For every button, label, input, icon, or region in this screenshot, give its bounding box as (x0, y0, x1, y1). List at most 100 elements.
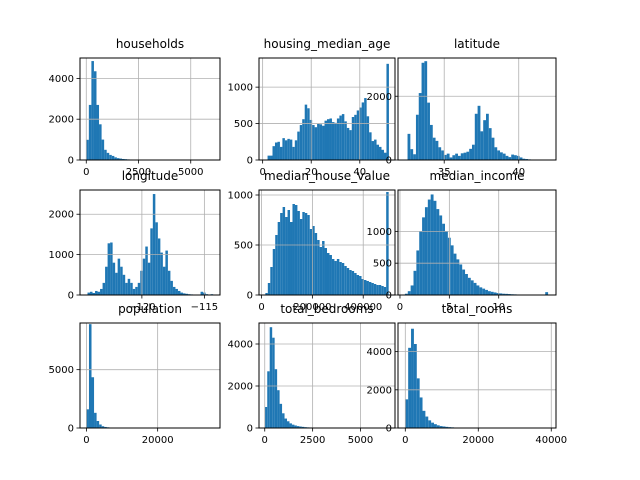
y-tick-label: 4000 (367, 347, 392, 358)
x-tick-label: 10 (492, 302, 505, 313)
histogram-bar (289, 423, 292, 428)
histogram-bar (491, 137, 495, 160)
histogram-bar (514, 155, 517, 160)
y-tick-label: 0 (247, 291, 253, 302)
histogram-bar (371, 283, 374, 295)
panel-median_house_value: 0 200000 400000 0 500 1000 median_house_value (228, 169, 396, 313)
x-tick-label: 35 (438, 167, 451, 178)
histogram-bar (299, 125, 303, 160)
histogram-bar (477, 105, 481, 160)
y-tick-label: 1000 (228, 191, 253, 202)
x-tick-label: 40000 (535, 435, 567, 446)
histogram-bar (511, 154, 515, 160)
histogram-bar (285, 217, 288, 295)
histogram-bar (95, 290, 98, 295)
axes-frame (258, 57, 396, 161)
histogram-bar (282, 413, 285, 428)
histogram-bar (516, 155, 520, 160)
histogram-bar (490, 291, 494, 295)
histogram-bar (99, 424, 102, 428)
histogram-bar (424, 207, 428, 295)
axes-frame (79, 189, 221, 296)
histogram-bar (317, 123, 320, 160)
histogram-bar (96, 104, 100, 160)
histogram-bar (336, 118, 340, 160)
panel-title: median_income (430, 169, 525, 183)
y-tick-label: 1000 (367, 227, 392, 238)
histogram-bar (465, 274, 468, 295)
histogram-bar (431, 422, 434, 428)
panel-title: latitude (454, 37, 500, 51)
panel-title: median_house_value (264, 169, 390, 183)
histogram-bar (349, 270, 352, 295)
histogram-bar (90, 291, 93, 295)
histogram-bar (368, 282, 372, 295)
histogram-bar (290, 222, 293, 295)
panel-title: total_rooms (442, 302, 513, 316)
x-tick-label: 200000 (293, 302, 331, 313)
y-tick-label: 2000 (228, 382, 253, 393)
histogram-bar (267, 283, 271, 295)
histogram-bar (438, 147, 442, 160)
histogram-bar (366, 116, 370, 160)
histogram-bar (413, 154, 416, 160)
panel-households: 0 2500 5000 0 2000 4000 households (49, 37, 221, 178)
histogram-bar (284, 140, 288, 160)
histogram-bar (410, 149, 414, 160)
histogram-bar (349, 130, 352, 160)
histogram-bar (443, 154, 447, 160)
histogram-bar (147, 262, 151, 295)
histogram-bar (264, 407, 268, 428)
histogram-bar (422, 217, 425, 295)
histogram-bar (407, 133, 411, 160)
histogram-bar (294, 140, 298, 160)
y-tick-label: 1000 (49, 250, 74, 261)
histogram-bar (474, 113, 478, 160)
histogram-bar (433, 200, 437, 295)
histogram-bar (99, 124, 102, 160)
histogram-bar (96, 421, 100, 428)
histogram-bar (449, 157, 453, 160)
panel-title: total_bedrooms (280, 302, 373, 316)
histogram-bar (428, 420, 432, 428)
plot-area (80, 58, 220, 160)
histogram-bar (106, 152, 110, 160)
plot-area (398, 323, 556, 428)
histogram-bar (270, 267, 273, 295)
x-tick-label: 0 (402, 435, 408, 446)
histogram-bar (439, 215, 443, 295)
y-tick-label: 4000 (228, 340, 253, 351)
histogram-bar (456, 259, 460, 295)
histogram-bar (185, 293, 188, 295)
histogram-bar (130, 282, 133, 295)
histogram-bar (172, 286, 176, 295)
histogram-bar (279, 146, 283, 160)
axes-frame (397, 322, 557, 429)
histogram-bar (304, 104, 308, 160)
histogram-bar (309, 229, 313, 295)
histogram-bar (460, 153, 464, 160)
histogram-bar (473, 282, 477, 295)
histogram-bar (371, 141, 375, 160)
histogram-bar (361, 279, 364, 295)
histogram-bar (102, 282, 106, 295)
histogram-bar (86, 139, 89, 160)
histogram-bar (381, 149, 384, 160)
panel-housing_median_age: 0 20 40 0 500 1000 housing_median_age (228, 37, 396, 178)
histogram-bar (339, 115, 342, 160)
x-tick-label: 5 (446, 302, 452, 313)
histogram-bar (302, 212, 305, 295)
histogram-bar (292, 204, 295, 295)
histogram-bar (291, 424, 295, 428)
histogram-bar (373, 284, 377, 295)
histogram-bar (101, 139, 105, 160)
x-tick-label: 400000 (344, 302, 382, 313)
histogram-bar (500, 152, 503, 160)
histogram-bar (105, 266, 108, 295)
plot-area (398, 58, 556, 160)
histogram-bar (344, 121, 347, 160)
plot-area (259, 58, 395, 160)
histogram-bar (425, 416, 429, 428)
